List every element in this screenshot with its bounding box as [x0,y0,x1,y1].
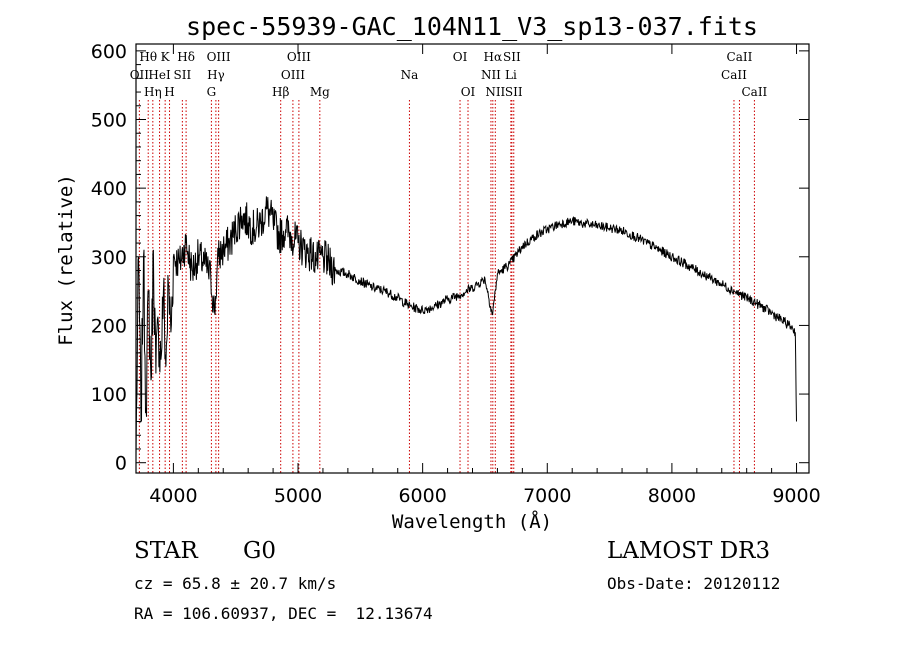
emission-line-label: SII [503,50,521,64]
y-tick-label: 500 [91,110,127,132]
y-tick-label: 0 [115,453,127,475]
axis-ticks: 4000 5000 6000 7000 8000 9000 0 100 200 300 400 500… [91,41,821,507]
emission-line-label: Na [401,68,419,82]
emission-line-label: NII [485,85,505,99]
y-tick-label: 400 [91,178,127,200]
plot-frame [135,43,810,474]
x-tick-label: 7000 [523,485,571,507]
emission-line-label: Hθ [139,50,157,64]
emission-line-label: Hα [484,50,503,64]
x-axis-label: Wavelength (Å) [392,510,552,533]
emission-line-label: Mg [310,85,330,99]
coordinates-text: RA = 106.60937, DEC = 12.13674 [134,604,433,623]
object-class: STAR [134,538,198,564]
x-tick-label: 8000 [648,485,696,507]
emission-line-label: Hβ [272,85,289,99]
chart-title: spec-55939-GAC_104N11_V3_sp13-037.fits [186,12,758,41]
y-tick-label: 100 [91,384,127,406]
emission-line-label: K [161,50,171,64]
redshift-text: cz = 65.8 ± 20.7 km/s [134,574,337,593]
emission-line-label: HeI [148,68,171,82]
emission-line-label: CaII [727,50,753,64]
emission-line-label: Hδ [177,50,195,64]
emission-line-label: OII [130,68,150,82]
emission-line-label: Li [505,68,517,82]
x-tick-label: 5000 [274,485,322,507]
emission-line-label: CaII [721,68,747,82]
emission-line-label: NII [481,68,501,82]
observation-date: Obs-Date: 20120112 [607,574,781,593]
survey-name: LAMOST DR3 [607,538,771,564]
emission-line-label: H [164,85,174,99]
y-axis-label: Flux (relative) [55,174,77,346]
y-tick-label: 600 [91,41,127,63]
emission-line-label: SII [174,68,192,82]
spectrum-series [135,196,797,456]
emission-line-label: G [207,85,217,99]
emission-line-markers: OIIHθHηHeIKHSIIHδGHγOIIIHβOIIIOIIIMgNaOI… [130,50,768,473]
x-tick-label: 6000 [398,485,446,507]
emission-line-label: OIII [207,50,231,64]
emission-line-label: CaII [741,85,767,99]
emission-line-label: OIII [287,50,311,64]
emission-line-label: OI [461,85,476,99]
x-tick-label: 4000 [149,485,197,507]
emission-line-label: OIII [281,68,305,82]
emission-line-label: Hγ [207,68,225,82]
emission-line-label: OI [453,50,468,64]
emission-line-label: Hη [144,85,162,99]
spectrum-line [135,196,797,456]
spectral-subclass: G0 [243,538,277,564]
y-tick-label: 300 [91,247,127,269]
x-tick-label: 9000 [772,485,820,507]
emission-line-label: SII [505,85,523,99]
y-tick-label: 200 [91,315,127,337]
